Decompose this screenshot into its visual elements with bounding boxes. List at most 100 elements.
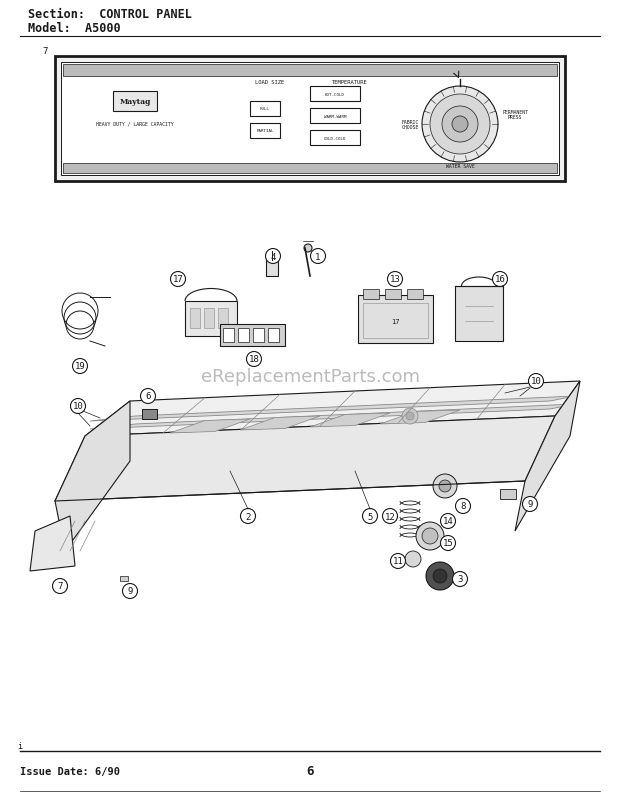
- Text: 10: 10: [531, 377, 541, 386]
- Circle shape: [492, 272, 508, 287]
- Text: 3: 3: [458, 575, 463, 584]
- Text: 15: 15: [443, 539, 453, 547]
- Bar: [190, 309, 200, 328]
- Bar: [250, 124, 280, 139]
- Circle shape: [71, 399, 86, 414]
- Text: 10: 10: [73, 402, 83, 411]
- Text: 17: 17: [172, 275, 184, 284]
- Text: 6: 6: [306, 765, 314, 778]
- Text: PARTIAL: PARTIAL: [256, 129, 274, 133]
- Bar: [310, 109, 360, 124]
- Text: WARM-WARM: WARM-WARM: [324, 114, 346, 118]
- Text: 19: 19: [74, 362, 86, 371]
- Polygon shape: [55, 401, 130, 551]
- Text: 16: 16: [495, 275, 505, 284]
- Circle shape: [528, 374, 544, 389]
- Text: 11: 11: [392, 557, 404, 566]
- Circle shape: [442, 107, 478, 143]
- Bar: [363, 290, 379, 299]
- Text: 5: 5: [367, 512, 373, 521]
- Bar: [61, 63, 559, 176]
- Text: Maytag: Maytag: [119, 98, 151, 106]
- Circle shape: [406, 413, 414, 420]
- Circle shape: [430, 95, 490, 155]
- Circle shape: [141, 389, 156, 404]
- Circle shape: [523, 497, 538, 512]
- Circle shape: [433, 569, 447, 583]
- Circle shape: [265, 249, 280, 264]
- Bar: [63, 164, 557, 174]
- Bar: [358, 296, 433, 344]
- Circle shape: [440, 514, 456, 529]
- Circle shape: [439, 480, 451, 492]
- Bar: [500, 489, 516, 500]
- Circle shape: [311, 249, 326, 264]
- Circle shape: [123, 584, 138, 599]
- Polygon shape: [90, 405, 575, 430]
- Bar: [253, 328, 264, 342]
- Text: TEMPERATURE: TEMPERATURE: [332, 80, 368, 85]
- Bar: [113, 92, 157, 112]
- Bar: [268, 328, 279, 342]
- Bar: [220, 324, 285, 346]
- Circle shape: [433, 474, 457, 499]
- Polygon shape: [90, 397, 575, 422]
- Text: LOAD SIZE: LOAD SIZE: [255, 80, 285, 85]
- Bar: [120, 577, 128, 581]
- Polygon shape: [515, 381, 580, 531]
- Bar: [266, 260, 278, 277]
- Text: 1: 1: [316, 252, 321, 261]
- Polygon shape: [240, 417, 320, 431]
- Text: HEAVY DUTY / LARGE CAPACITY: HEAVY DUTY / LARGE CAPACITY: [96, 122, 174, 127]
- Text: 7: 7: [57, 581, 63, 590]
- Text: 17: 17: [391, 319, 399, 324]
- Text: Section:  CONTROL PANEL: Section: CONTROL PANEL: [28, 8, 192, 21]
- Circle shape: [247, 352, 262, 367]
- Bar: [185, 302, 237, 337]
- Circle shape: [53, 579, 68, 594]
- Circle shape: [440, 536, 456, 551]
- Text: COLD-COLD: COLD-COLD: [324, 136, 346, 140]
- Circle shape: [422, 528, 438, 544]
- Circle shape: [73, 359, 87, 374]
- Bar: [455, 286, 503, 341]
- Text: 12: 12: [384, 512, 396, 521]
- Circle shape: [405, 551, 421, 568]
- Text: Issue Date: 6/90: Issue Date: 6/90: [20, 766, 120, 776]
- Circle shape: [304, 245, 312, 253]
- Circle shape: [426, 562, 454, 590]
- Circle shape: [363, 508, 378, 524]
- Text: PERMANENT
PRESS: PERMANENT PRESS: [502, 109, 528, 120]
- Circle shape: [383, 508, 397, 524]
- Circle shape: [416, 522, 444, 551]
- Circle shape: [388, 272, 402, 287]
- Bar: [363, 303, 428, 338]
- Circle shape: [453, 572, 467, 587]
- Text: 14: 14: [443, 517, 453, 526]
- Text: 8: 8: [460, 502, 466, 511]
- Circle shape: [391, 554, 405, 569]
- Circle shape: [456, 499, 471, 514]
- Text: HOT-COLD: HOT-COLD: [325, 92, 345, 97]
- Bar: [310, 131, 360, 146]
- Bar: [223, 328, 234, 342]
- Bar: [55, 57, 565, 182]
- Text: eReplacementParts.com: eReplacementParts.com: [200, 367, 420, 385]
- Circle shape: [402, 409, 418, 424]
- Circle shape: [170, 272, 185, 287]
- Text: FULL: FULL: [260, 107, 270, 111]
- Bar: [407, 290, 423, 299]
- Bar: [63, 65, 557, 77]
- Bar: [142, 410, 157, 419]
- Text: 9: 9: [127, 587, 133, 596]
- Circle shape: [452, 117, 468, 133]
- Text: 4: 4: [270, 252, 276, 261]
- Polygon shape: [170, 419, 250, 433]
- Polygon shape: [380, 410, 460, 424]
- Polygon shape: [55, 417, 555, 501]
- Text: FABRIC
CHOOSE: FABRIC CHOOSE: [401, 119, 418, 131]
- Bar: [310, 87, 360, 102]
- Circle shape: [241, 508, 255, 524]
- Text: 13: 13: [389, 275, 401, 284]
- Bar: [250, 102, 280, 117]
